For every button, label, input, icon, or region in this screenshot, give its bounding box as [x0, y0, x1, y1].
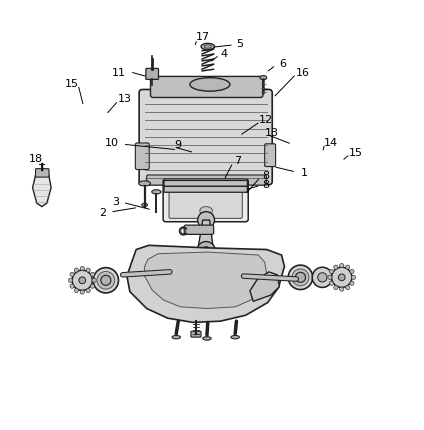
Ellipse shape: [86, 289, 90, 292]
Ellipse shape: [203, 337, 211, 340]
Circle shape: [175, 267, 183, 276]
Ellipse shape: [79, 277, 86, 284]
Ellipse shape: [190, 78, 230, 91]
Ellipse shape: [172, 335, 180, 339]
Ellipse shape: [201, 43, 215, 50]
Polygon shape: [33, 174, 51, 206]
Ellipse shape: [80, 267, 84, 270]
Ellipse shape: [74, 289, 78, 292]
Polygon shape: [176, 251, 206, 276]
Text: 17: 17: [195, 32, 210, 42]
FancyBboxPatch shape: [146, 68, 159, 80]
FancyBboxPatch shape: [163, 179, 248, 222]
Ellipse shape: [328, 275, 332, 280]
Ellipse shape: [90, 272, 95, 276]
Ellipse shape: [288, 265, 312, 289]
Text: 10: 10: [105, 138, 119, 148]
Ellipse shape: [101, 275, 111, 286]
FancyBboxPatch shape: [164, 181, 247, 186]
Ellipse shape: [80, 290, 84, 294]
Polygon shape: [145, 252, 267, 308]
Ellipse shape: [329, 269, 334, 273]
Ellipse shape: [260, 76, 267, 80]
Text: 5: 5: [236, 39, 243, 49]
Ellipse shape: [296, 272, 306, 283]
Ellipse shape: [139, 181, 151, 186]
Text: 4: 4: [220, 49, 227, 59]
Text: 18: 18: [29, 154, 43, 164]
Ellipse shape: [231, 335, 240, 339]
Ellipse shape: [200, 206, 212, 215]
Circle shape: [198, 212, 215, 228]
Ellipse shape: [204, 45, 212, 48]
Ellipse shape: [351, 275, 356, 280]
Ellipse shape: [93, 267, 118, 293]
Text: 15: 15: [65, 79, 79, 89]
Ellipse shape: [152, 190, 161, 194]
Ellipse shape: [334, 286, 338, 290]
Ellipse shape: [86, 268, 90, 272]
Polygon shape: [198, 220, 213, 249]
FancyBboxPatch shape: [191, 331, 201, 337]
FancyBboxPatch shape: [139, 89, 272, 184]
Ellipse shape: [97, 271, 115, 289]
Ellipse shape: [340, 287, 344, 291]
Text: 8: 8: [262, 180, 270, 190]
Text: 8: 8: [262, 171, 270, 181]
Ellipse shape: [90, 284, 95, 288]
Text: 7: 7: [234, 156, 242, 166]
Ellipse shape: [318, 273, 327, 282]
Ellipse shape: [350, 281, 354, 286]
Text: 15: 15: [349, 147, 363, 158]
Text: 14: 14: [324, 138, 338, 147]
Polygon shape: [206, 251, 245, 280]
Polygon shape: [250, 272, 279, 301]
Ellipse shape: [70, 272, 74, 276]
Ellipse shape: [142, 203, 148, 206]
FancyBboxPatch shape: [164, 186, 247, 192]
FancyBboxPatch shape: [36, 169, 49, 177]
Ellipse shape: [340, 264, 344, 267]
Ellipse shape: [350, 269, 354, 273]
Ellipse shape: [68, 278, 73, 283]
Ellipse shape: [329, 281, 334, 286]
Ellipse shape: [74, 268, 78, 272]
Text: 11: 11: [112, 68, 126, 78]
FancyBboxPatch shape: [169, 183, 243, 218]
FancyBboxPatch shape: [151, 77, 263, 98]
Text: 2: 2: [99, 208, 106, 218]
Text: 12: 12: [259, 115, 273, 125]
Polygon shape: [127, 246, 285, 322]
Text: 1: 1: [301, 168, 308, 178]
Text: 16: 16: [296, 68, 310, 78]
Ellipse shape: [292, 269, 309, 286]
FancyBboxPatch shape: [184, 225, 214, 234]
Ellipse shape: [312, 267, 332, 287]
Circle shape: [230, 267, 246, 285]
Ellipse shape: [346, 286, 350, 290]
Ellipse shape: [70, 284, 74, 288]
Ellipse shape: [334, 265, 338, 269]
Ellipse shape: [338, 274, 345, 281]
FancyBboxPatch shape: [147, 175, 266, 185]
Circle shape: [197, 242, 215, 260]
Text: 3: 3: [112, 197, 120, 207]
FancyBboxPatch shape: [265, 144, 276, 166]
Ellipse shape: [92, 278, 96, 283]
Circle shape: [170, 263, 188, 281]
Ellipse shape: [346, 265, 350, 269]
Text: 13: 13: [265, 128, 279, 138]
Text: 6: 6: [279, 59, 286, 69]
FancyBboxPatch shape: [135, 143, 149, 169]
Ellipse shape: [72, 270, 92, 290]
Text: 9: 9: [174, 141, 181, 150]
Ellipse shape: [332, 267, 352, 287]
Circle shape: [202, 246, 210, 255]
Text: 13: 13: [117, 94, 131, 104]
